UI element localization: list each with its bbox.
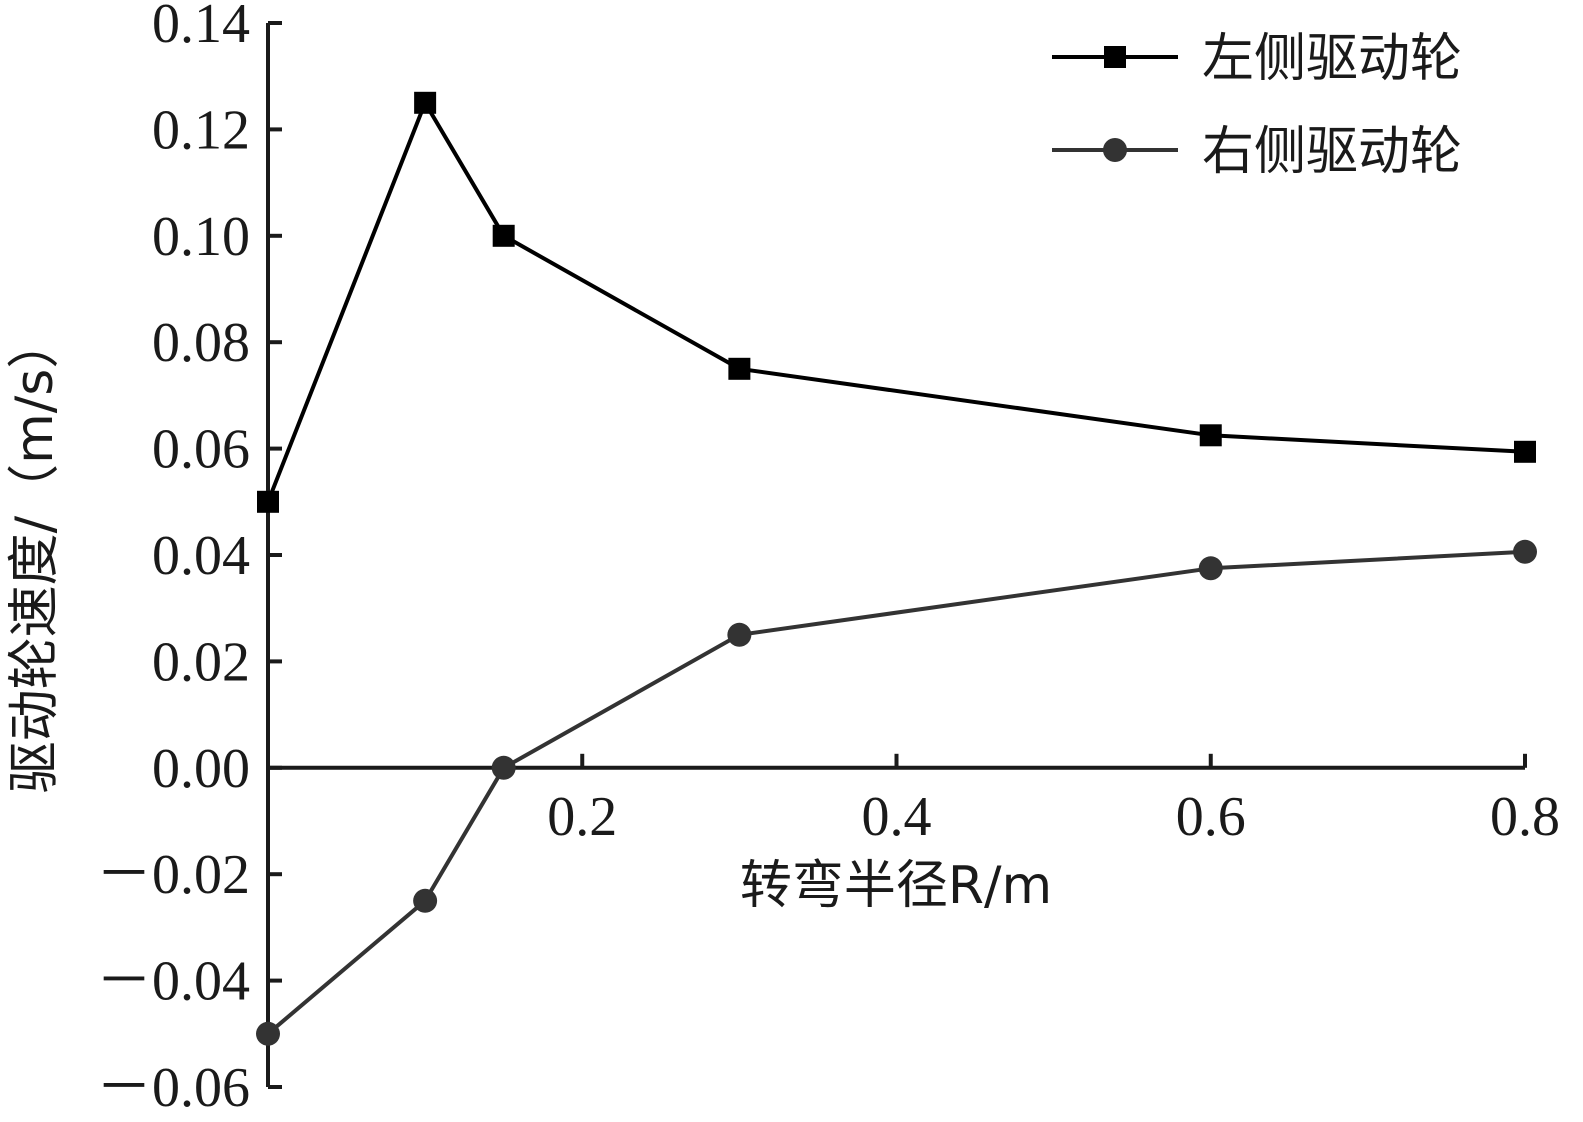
axes: [266, 23, 1525, 1087]
legend-marker: [1104, 46, 1126, 68]
series-line: [266, 549, 1526, 1036]
data-point: [1514, 440, 1536, 463]
x-tick-label: 0.8: [1490, 786, 1560, 848]
legend-item: 左侧驱动轮: [1052, 29, 1462, 89]
y-tick-label: －0.04: [96, 951, 250, 1013]
data-point: [492, 224, 515, 247]
y-tick-label: 0.06: [152, 419, 250, 481]
data-point: [491, 755, 516, 780]
data-point: [728, 357, 751, 380]
y-tick-label: 0.04: [152, 525, 250, 587]
legend-label: 右侧驱动轮: [1202, 122, 1462, 182]
x-ticks: 0.2 0.4 0.6 0.8: [547, 753, 1560, 848]
data-point: [257, 490, 279, 513]
x-tick-label: 0.4: [862, 786, 932, 848]
data-point: [414, 91, 437, 114]
data-point: [413, 888, 438, 913]
series-2: [256, 539, 1537, 1046]
x-axis-label: 转弯半径R/m: [740, 856, 1052, 916]
legend-item: 右侧驱动轮: [1052, 122, 1462, 182]
y-tick-label: 0.14: [152, 0, 250, 55]
y-tick-label: －0.02: [96, 844, 250, 906]
series-group: [256, 91, 1537, 1046]
y-tick-label: 0.10: [152, 206, 250, 268]
series-line: [266, 100, 1526, 503]
data-point: [1198, 556, 1223, 581]
x-tick-label: 0.2: [547, 786, 617, 848]
y-ticks: －0.06 －0.04 －0.02 0.00 0.02 0.04 0.06 0.08 0.10 0…: [96, 0, 282, 1119]
legend-marker: [1103, 138, 1127, 162]
y-tick-label: －0.06: [96, 1057, 250, 1119]
y-tick-label: 0.02: [152, 631, 250, 693]
y-tick-label: 0.12: [152, 99, 250, 161]
data-point: [1199, 424, 1222, 447]
series-1: [257, 91, 1536, 513]
data-point: [727, 622, 752, 647]
legend-label: 左侧驱动轮: [1202, 29, 1462, 89]
data-point: [1513, 539, 1537, 564]
data-point: [256, 1021, 280, 1046]
y-tick-label: 0.00: [152, 738, 250, 800]
y-axis-label: 驱动轮速度/（m/s）: [5, 317, 65, 794]
y-tick-label: 0.08: [152, 312, 250, 374]
x-tick-label: 0.6: [1176, 786, 1246, 848]
